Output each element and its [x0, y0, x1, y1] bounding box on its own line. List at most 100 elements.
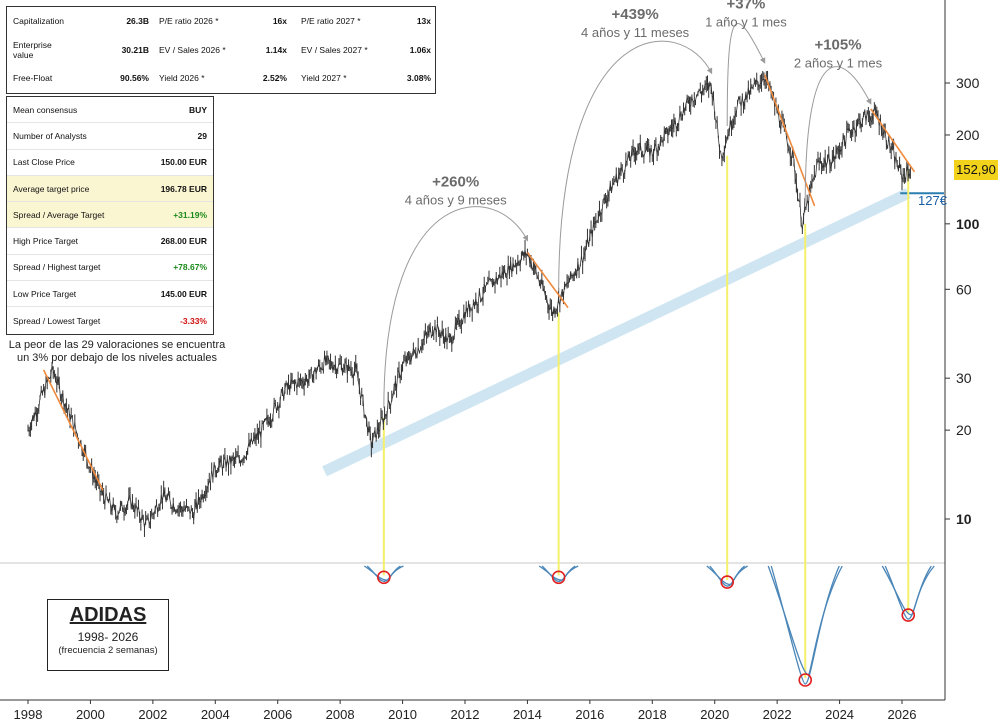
gain-pct: +439%	[612, 6, 659, 23]
consensus-label: Last Close Price	[13, 157, 75, 168]
oscillator-low-circle	[551, 570, 566, 585]
consensus-value: 29	[197, 130, 207, 141]
x-tick-label: 2008	[326, 707, 355, 722]
x-tick-label: 2024	[825, 707, 854, 722]
metric-label: Free-Float	[13, 73, 53, 84]
gain-period: 4 años y 11 meses	[581, 25, 690, 40]
y-tick-label: 30	[956, 370, 972, 386]
metric-label: Yield 2027 *	[301, 73, 347, 84]
gain-period: 4 años y 9 meses	[405, 192, 507, 207]
axes: 10 20 30 60 100 200 300 1998 2000 2002 2004 2006 200…	[0, 0, 980, 722]
consensus-note-line2: un 3% por debajo de los niveles actuales	[17, 352, 217, 364]
consensus-label: Spread / Highest target	[13, 262, 101, 273]
metric-value: 1.14x	[265, 44, 287, 55]
oscillator-low-circle	[377, 570, 391, 585]
metrics-row: Enterprise value 30.21B EV / Sales 2026 * 1…	[7, 36, 435, 65]
metric-value: 3.08%	[406, 73, 431, 84]
gain-pct: +105%	[814, 37, 861, 54]
downtrend-lines	[42, 74, 916, 491]
oscillator-low-circle	[901, 608, 916, 622]
metric-label: P/E ratio 2026 *	[159, 16, 219, 27]
consensus-row: Last Close Price 150.00 EUR	[7, 150, 213, 176]
support-level-label: 127€	[918, 193, 947, 208]
downtrend-line	[870, 108, 916, 173]
x-tick-label: 2006	[263, 707, 292, 722]
consensus-label: Average target price	[13, 183, 90, 194]
oscillator-line	[538, 565, 579, 581]
metric-label: EV / Sales 2026 *	[159, 44, 226, 55]
consensus-note-line1: La peor de las 29 valoraciones se encuen…	[8, 339, 226, 351]
last-price-badge: 152,90	[954, 160, 998, 180]
chart-years: 1998- 2026	[77, 630, 139, 644]
x-tick-label: 2020	[700, 707, 729, 722]
y-tick-label: 100	[956, 216, 980, 232]
consensus-label: Spread / Average Target	[13, 209, 105, 220]
consensus-value: +31.19%	[173, 209, 207, 220]
metric-label: Yield 2026 *	[159, 73, 205, 84]
gain-arrow	[383, 206, 528, 408]
x-tick-label: 2022	[763, 707, 792, 722]
gain-period: 1 año y 1 mes	[705, 15, 787, 30]
y-tick-label: 20	[956, 422, 972, 438]
chart-title: ADIDAS	[69, 604, 147, 626]
y-tick-label: 60	[956, 281, 972, 297]
metrics-row: Capitalization 26.3B P/E ratio 2026 * 16x P/…	[7, 7, 435, 36]
y-tick-label: 300	[956, 75, 980, 91]
x-tick-label: 2018	[638, 707, 667, 722]
metric-value: 1.06x	[409, 44, 431, 55]
metric-label: P/E ratio 2027 *	[301, 16, 361, 27]
metric-value: 26.3B	[126, 16, 149, 27]
consensus-value: BUY	[189, 104, 207, 115]
consensus-row: Spread / Lowest Target -3.33%	[7, 307, 213, 333]
x-tick-label: 2012	[451, 707, 480, 722]
metric-label: EV / Sales 2027 *	[301, 44, 368, 55]
consensus-label: Number of Analysts	[13, 130, 87, 141]
chart-title-box: ADIDAS 1998- 2026 (frecuencia 2 semanas)	[47, 599, 169, 671]
gain-period: 2 años y 1 mes	[794, 56, 883, 71]
metric-value: 2.52%	[262, 73, 287, 84]
support-line	[322, 188, 911, 477]
support-trendline	[322, 188, 944, 477]
gain-arrows	[383, 23, 872, 408]
oscillator-line	[881, 565, 935, 616]
gain-arrow	[558, 40, 713, 292]
gain-arrow	[804, 66, 872, 202]
metric-value: 13x	[416, 16, 431, 27]
consensus-row: Average target price 196.78 EUR	[7, 175, 213, 203]
metric-value: 16x	[272, 16, 287, 27]
consensus-value: 145.00 EUR	[160, 288, 207, 299]
x-tick-label: 2016	[575, 707, 604, 722]
x-tick-label: 1998	[14, 707, 43, 722]
metric-label: Capitalization	[13, 16, 65, 27]
consensus-label: Spread / Lowest Target	[13, 315, 101, 326]
metric-value: 30.21B	[121, 44, 149, 55]
gain-pct: +37%	[727, 0, 766, 13]
consensus-value: +78.67%	[173, 262, 207, 273]
y-tick-label: 200	[956, 127, 980, 143]
oscillator-line	[363, 565, 404, 581]
gain-labels: +260% 4 años y 9 meses +439% 4 años y 11 me…	[405, 0, 883, 207]
gain-pct: +260%	[432, 173, 479, 190]
y-tick-label: 10	[956, 511, 972, 527]
x-tick-label: 2014	[513, 707, 542, 722]
consensus-value: 150.00 EUR	[160, 157, 207, 168]
consensus-label: Low Price Target	[13, 288, 77, 299]
oscillator-low-circle	[798, 673, 813, 687]
downtrend-line	[763, 74, 816, 207]
consensus-row: Number of Analysts 29	[7, 123, 213, 150]
oscillator-low-circle	[720, 575, 735, 589]
oscillator-panel	[363, 565, 935, 687]
metric-value: 90.56%	[120, 73, 149, 84]
consensus-label: Mean consensus	[13, 104, 78, 115]
metrics-row: Free-Float 90.56% Yield 2026 * 2.52% Yield 2…	[7, 64, 435, 93]
x-tick-label: 2010	[388, 707, 417, 722]
price-series	[27, 70, 911, 537]
price-line	[27, 76, 911, 528]
chart-frequency: (frecuencia 2 semanas)	[58, 645, 158, 656]
downtrend-line	[42, 369, 104, 491]
consensus-value: -3.33%	[180, 315, 207, 326]
gain-arrow	[726, 23, 766, 127]
consensus-label: High Price Target	[13, 236, 79, 247]
consensus-value: 268.00 EUR	[160, 236, 207, 247]
